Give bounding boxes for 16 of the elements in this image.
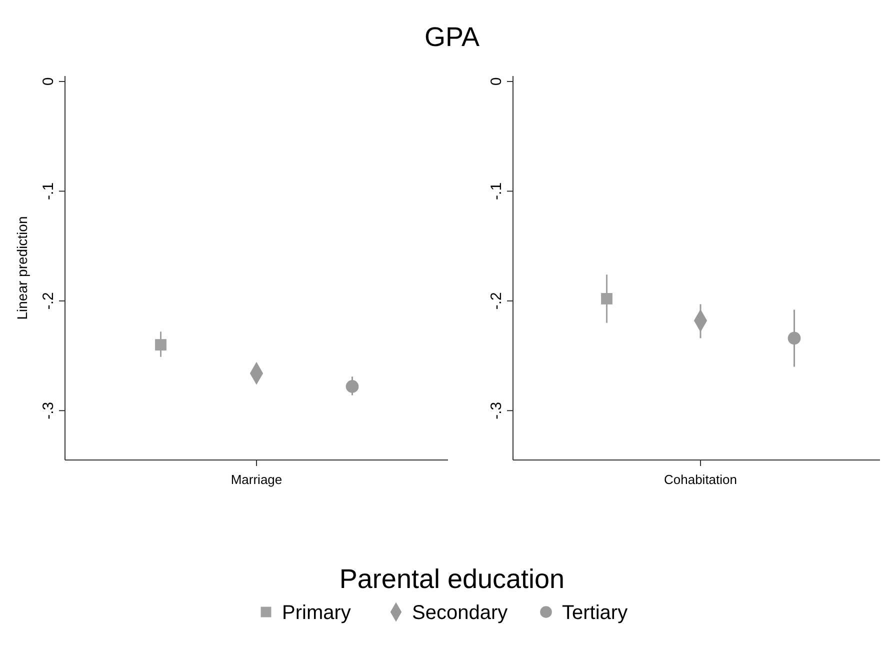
y-tick-label: -.1 bbox=[40, 182, 57, 200]
y-tick-label: -.1 bbox=[488, 182, 505, 200]
y-tick-label: 0 bbox=[40, 77, 57, 86]
legend-label: Tertiary bbox=[562, 602, 628, 624]
x-tick-label: Cohabitation bbox=[664, 472, 737, 487]
y-tick-label: -.3 bbox=[488, 402, 505, 420]
y-tick-label: -.2 bbox=[40, 292, 57, 310]
x-tick-label: Marriage bbox=[230, 472, 282, 487]
y-tick-label: -.3 bbox=[40, 402, 57, 420]
y-axis-title: Linear prediction bbox=[14, 216, 30, 320]
legend-label: Primary bbox=[282, 602, 351, 624]
legend-title: Parental education bbox=[339, 564, 565, 594]
y-tick-label: -.2 bbox=[488, 292, 505, 310]
legend-label: Secondary bbox=[412, 602, 508, 624]
chart-title: GPA bbox=[424, 22, 480, 52]
y-tick-label: 0 bbox=[488, 77, 505, 86]
